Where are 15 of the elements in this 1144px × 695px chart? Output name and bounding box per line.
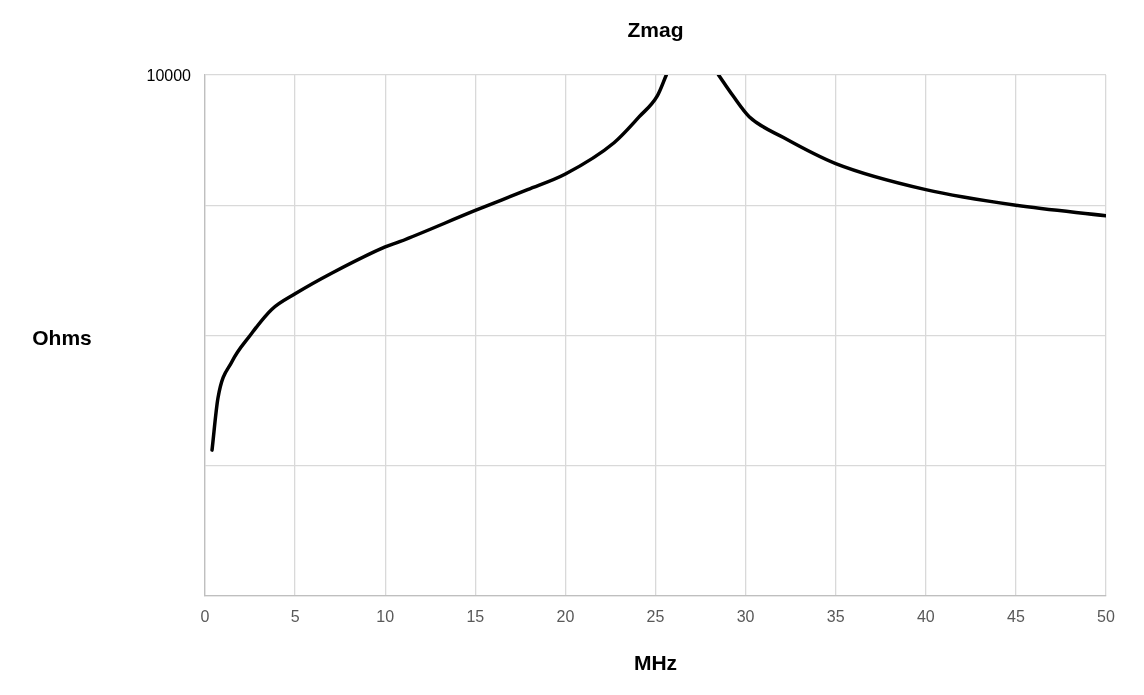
x-tick-label: 30 <box>736 608 755 626</box>
x-tick-label: 10 <box>376 608 395 626</box>
text: 10000 <box>146 67 192 85</box>
text: Ohms <box>32 326 92 350</box>
x-tick-label: 45 <box>1007 608 1025 626</box>
x-tick-label: 40 <box>916 608 935 626</box>
x-tick-label: 20 <box>556 608 575 626</box>
x-tick-label: 5 <box>290 608 300 626</box>
x-tick-label: 0 <box>200 608 210 626</box>
x-tick-label: 25 <box>646 608 665 626</box>
x-tick-label: 15 <box>466 608 485 626</box>
x-tick-label: 50 <box>1097 608 1115 626</box>
x-tick-label: 35 <box>826 608 845 626</box>
x-axis-title: MHz <box>633 650 678 674</box>
chart-title: Zmag <box>627 17 684 41</box>
